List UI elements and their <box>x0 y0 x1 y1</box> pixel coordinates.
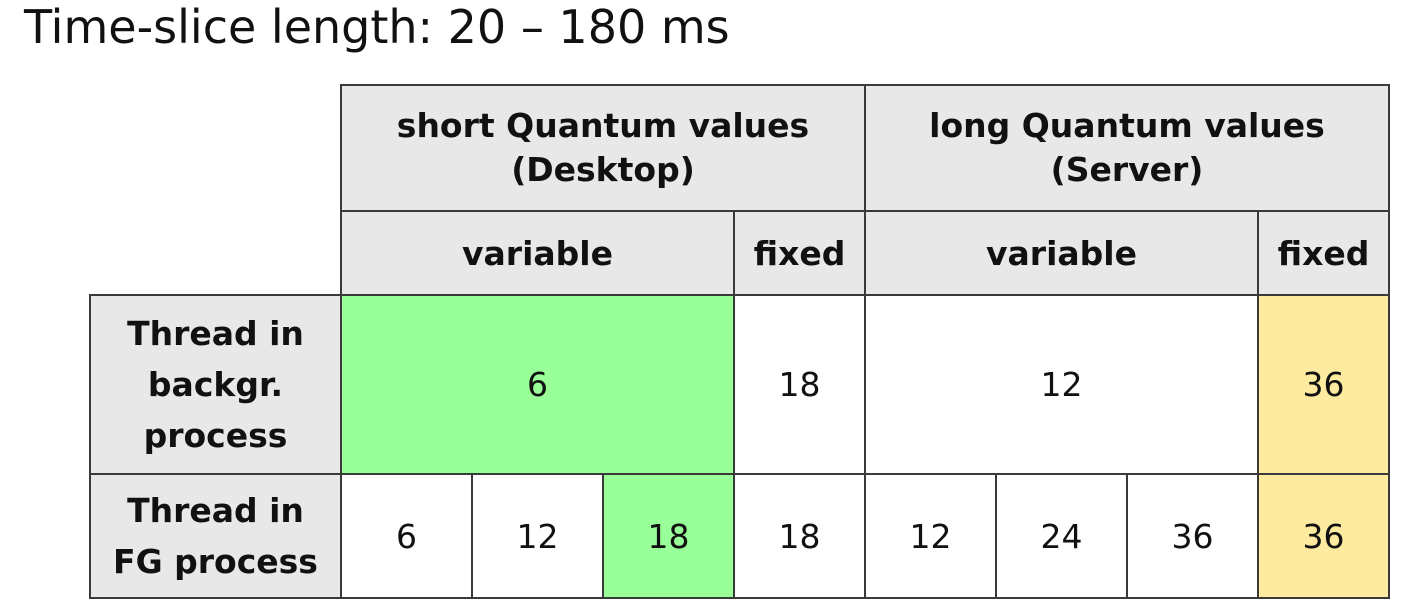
fg-short-variable-cell-1: 6 <box>340 473 473 599</box>
group-header-row: short Quantum values (Desktop) long Quan… <box>90 84 1390 296</box>
row-label-background: Thread in backgr. process <box>89 294 342 475</box>
fg-short-variable-cell-3: 18 <box>602 473 735 599</box>
group-short-line1: short Quantum values <box>396 106 810 145</box>
fg-short-variable-cell-2: 12 <box>471 473 604 599</box>
row-label-line: Thread in <box>127 491 304 530</box>
group-header-long: long Quantum values (Server) <box>864 84 1390 212</box>
row-label-line: process <box>143 416 288 455</box>
subheader-row: variable fixed variable fixed <box>90 210 1390 296</box>
row-background: Thread in backgr. process 6 18 12 36 <box>89 294 1390 475</box>
quantum-table: short Quantum values (Desktop) long Quan… <box>89 84 1390 599</box>
bg-short-variable-cell: 6 <box>340 294 735 475</box>
slide-title: Time-slice length: 20 – 180 ms <box>24 0 730 54</box>
row-label-line: Thread in <box>127 314 304 353</box>
subheader-long-variable: variable <box>864 210 1259 296</box>
fg-short-fixed-cell: 18 <box>733 473 866 599</box>
bg-short-fixed-cell: 18 <box>733 294 866 475</box>
bg-long-fixed-cell: 36 <box>1257 294 1390 475</box>
subheader-short-fixed: fixed <box>733 210 866 296</box>
group-short-line2: (Desktop) <box>511 150 695 189</box>
fg-long-variable-cell-1: 12 <box>864 473 997 599</box>
group-long-line1: long Quantum values <box>929 106 1325 145</box>
subheader-long-fixed: fixed <box>1257 210 1390 296</box>
fg-long-fixed-cell: 36 <box>1257 473 1390 599</box>
group-long-line2: (Server) <box>1050 150 1204 189</box>
row-label-line: backgr. <box>147 365 284 404</box>
group-header-short: short Quantum values (Desktop) <box>340 84 866 212</box>
fg-long-variable-cell-2: 24 <box>995 473 1128 599</box>
row-label-line: FG process <box>113 542 318 581</box>
row-label-foreground: Thread in FG process <box>89 473 342 599</box>
fg-long-variable-cell-3: 36 <box>1126 473 1259 599</box>
subheader-short-variable: variable <box>340 210 735 296</box>
bg-long-variable-cell: 12 <box>864 294 1259 475</box>
corner-cell <box>90 85 342 296</box>
row-foreground: Thread in FG process 6 12 18 18 12 24 36… <box>89 473 1390 599</box>
